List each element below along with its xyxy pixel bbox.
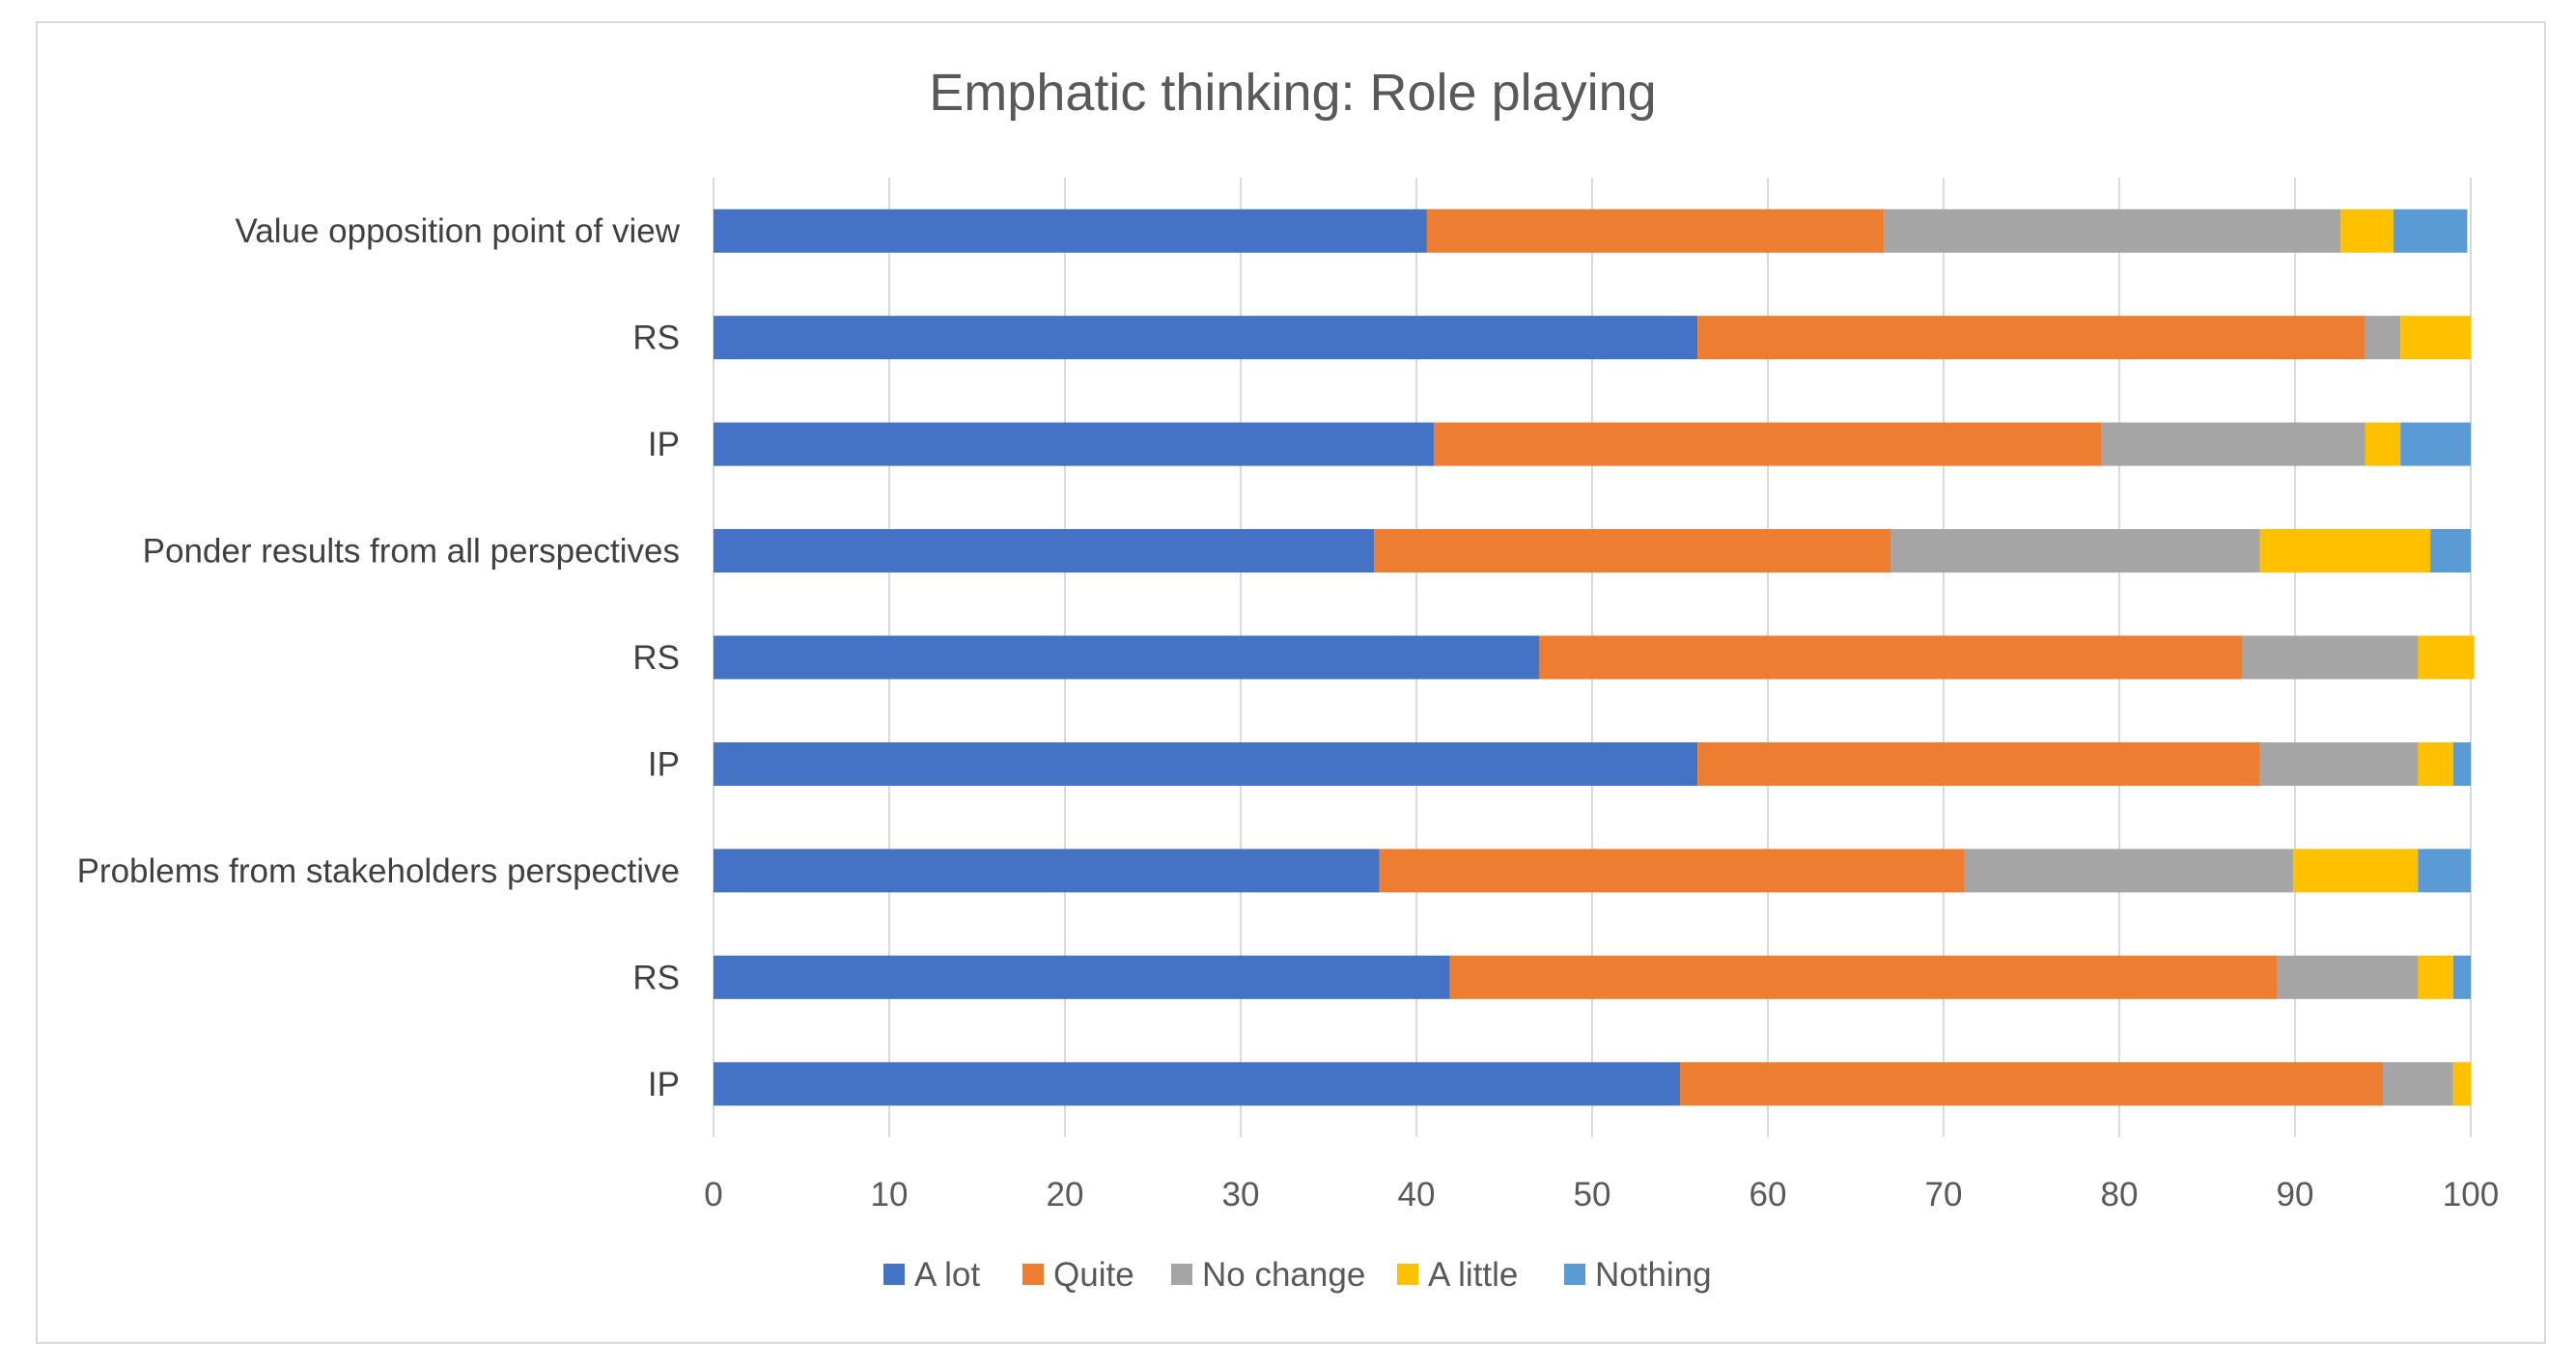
- bar-segment-a-little: [2452, 1062, 2471, 1106]
- bar-segment-nothing: [2452, 741, 2471, 786]
- bar-segment-quite: [1374, 529, 1891, 573]
- x-tick-label: 40: [1398, 1176, 1436, 1214]
- legend-label: Nothing: [1595, 1256, 1712, 1294]
- bar-segment-a-little: [2418, 955, 2453, 999]
- legend-label: A little: [1428, 1256, 1518, 1294]
- bar-segment-a-lot: [714, 209, 1427, 253]
- category-label: IP: [648, 745, 680, 783]
- legend-swatch: [1022, 1264, 1044, 1285]
- chart-title: Emphatic thinking: Role playing: [929, 64, 1656, 122]
- bar-segment-no-change: [2365, 316, 2401, 360]
- bar-segment-nothing: [2400, 422, 2471, 466]
- x-tick-label: 70: [1925, 1176, 1963, 1214]
- bar-segment-quite: [1379, 849, 1965, 893]
- bar-segment-a-little: [2418, 741, 2453, 786]
- bar-segment-no-change: [2242, 635, 2419, 680]
- category-label: Ponder results from all perspectives: [143, 533, 680, 571]
- legend-label: Quite: [1053, 1256, 1134, 1294]
- x-tick-label: 50: [1574, 1176, 1611, 1214]
- legend-swatch: [1171, 1264, 1192, 1285]
- x-axis-tick-labels: 0 10 20 30 40 50 60 70 80 90 100: [704, 1176, 2499, 1214]
- bar-segment-a-little: [2293, 849, 2419, 893]
- category-label: RS: [632, 639, 680, 677]
- bar-segment-nothing: [2430, 529, 2471, 573]
- x-tick-label: 90: [2277, 1176, 2314, 1214]
- bar-segment-no-change: [2277, 955, 2419, 999]
- legend: A lot Quite No change A little Nothing: [883, 1256, 1712, 1294]
- category-label: IP: [648, 426, 680, 463]
- bar-segment-nothing: [2418, 849, 2471, 893]
- x-tick-label: 30: [1222, 1176, 1260, 1214]
- bar-segment-a-lot: [714, 849, 1380, 893]
- legend-swatch: [883, 1264, 905, 1285]
- bar-segment-quite: [1697, 741, 2260, 786]
- bar-segment-a-lot: [714, 529, 1375, 573]
- x-tick-label: 80: [2101, 1176, 2139, 1214]
- bar-segment-no-change: [1890, 529, 2260, 573]
- legend-swatch: [1397, 1264, 1418, 1285]
- bar-segment-a-little: [2365, 422, 2401, 466]
- category-label: RS: [632, 959, 680, 996]
- category-label: IP: [648, 1066, 680, 1103]
- bar-segment-quite: [1449, 955, 2278, 999]
- category-label: RS: [632, 320, 680, 357]
- category-labels: Value opposition point of view RS IP Ponder…: [77, 212, 681, 1103]
- bar-segment-a-lot: [714, 422, 1435, 466]
- x-tick-label: 0: [704, 1176, 722, 1214]
- bar-segment-a-little: [2259, 529, 2431, 573]
- bars: [714, 209, 2475, 1106]
- bar-segment-quite: [1539, 635, 2243, 680]
- bar-segment-a-little: [2400, 316, 2471, 360]
- bar-segment-quite: [1434, 422, 2102, 466]
- bar-segment-nothing: [2393, 209, 2468, 253]
- bar-segment-no-change: [1884, 209, 2341, 253]
- bar-segment-no-change: [2101, 422, 2366, 466]
- x-tick-label: 60: [1750, 1176, 1787, 1214]
- x-tick-label: 100: [2443, 1176, 2499, 1214]
- bar-segment-quite: [1697, 316, 2366, 360]
- bar-segment-no-change: [2259, 741, 2419, 786]
- bar-segment-quite: [1680, 1062, 2383, 1106]
- bar-segment-a-little: [2340, 209, 2394, 253]
- bar-segment-a-little: [2418, 635, 2475, 680]
- bar-segment-no-change: [2383, 1062, 2453, 1106]
- legend-swatch: [1564, 1264, 1585, 1285]
- bar-segment-a-lot: [714, 1062, 1680, 1106]
- x-tick-label: 10: [871, 1176, 909, 1214]
- x-tick-label: 20: [1047, 1176, 1084, 1214]
- bar-segment-a-lot: [714, 741, 1698, 786]
- bar-segment-no-change: [1964, 849, 2294, 893]
- category-label: Problems from stakeholders perspective: [77, 852, 680, 890]
- bar-segment-a-lot: [714, 955, 1450, 999]
- legend-label: No change: [1202, 1256, 1365, 1294]
- bar-segment-nothing: [2452, 955, 2471, 999]
- bar-segment-a-lot: [714, 635, 1540, 680]
- category-label: Value opposition point of view: [236, 212, 681, 250]
- bar-segment-a-lot: [714, 316, 1698, 360]
- legend-label: A lot: [914, 1256, 980, 1294]
- bar-segment-quite: [1426, 209, 1885, 253]
